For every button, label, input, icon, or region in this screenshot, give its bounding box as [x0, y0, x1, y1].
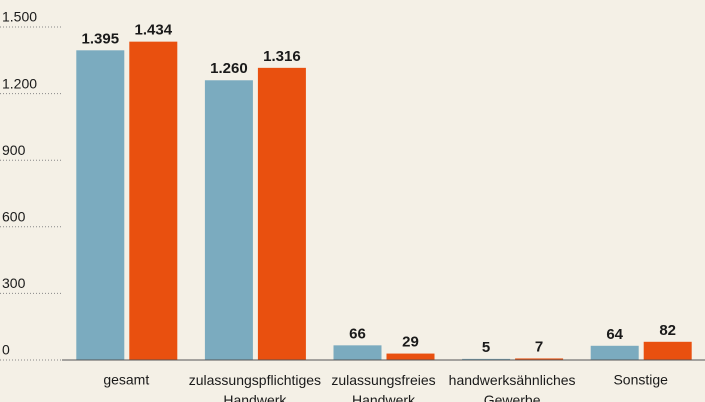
bar	[590, 345, 639, 360]
value-label: 29	[402, 334, 419, 351]
value-label: 1.316	[263, 48, 301, 65]
value-label: 7	[535, 338, 543, 355]
bar	[257, 67, 306, 361]
x-tick-label: zulassungspflichtiges Handwerk	[189, 372, 321, 402]
y-tick-label: 1.200	[2, 75, 37, 91]
value-label: 82	[659, 322, 676, 339]
y-tick-label: 1.500	[2, 9, 37, 25]
bar	[386, 353, 435, 360]
bar	[643, 341, 692, 360]
value-label: 64	[606, 326, 623, 343]
x-tick-label: handwerksähnliches Gewerbe	[449, 372, 576, 402]
y-tick-label: 0	[2, 342, 10, 358]
bar	[333, 345, 382, 360]
value-label: 1.434	[135, 22, 173, 39]
x-tick-label: zulassungsfreies Handwerk	[331, 372, 435, 402]
bar	[129, 41, 178, 360]
value-label: 1.395	[82, 30, 120, 47]
value-label: 5	[482, 339, 490, 356]
value-label: 66	[349, 325, 366, 342]
y-tick-label: 600	[2, 209, 26, 225]
y-tick-label: 900	[2, 142, 26, 158]
bar	[76, 50, 125, 361]
value-label: 1.260	[210, 60, 248, 77]
x-tick-label: Sonstige	[613, 372, 668, 388]
bar	[204, 80, 253, 360]
bar	[515, 358, 564, 360]
bar	[462, 358, 511, 360]
x-tick-label: gesamt	[103, 372, 149, 388]
y-tick-label: 300	[2, 275, 26, 291]
